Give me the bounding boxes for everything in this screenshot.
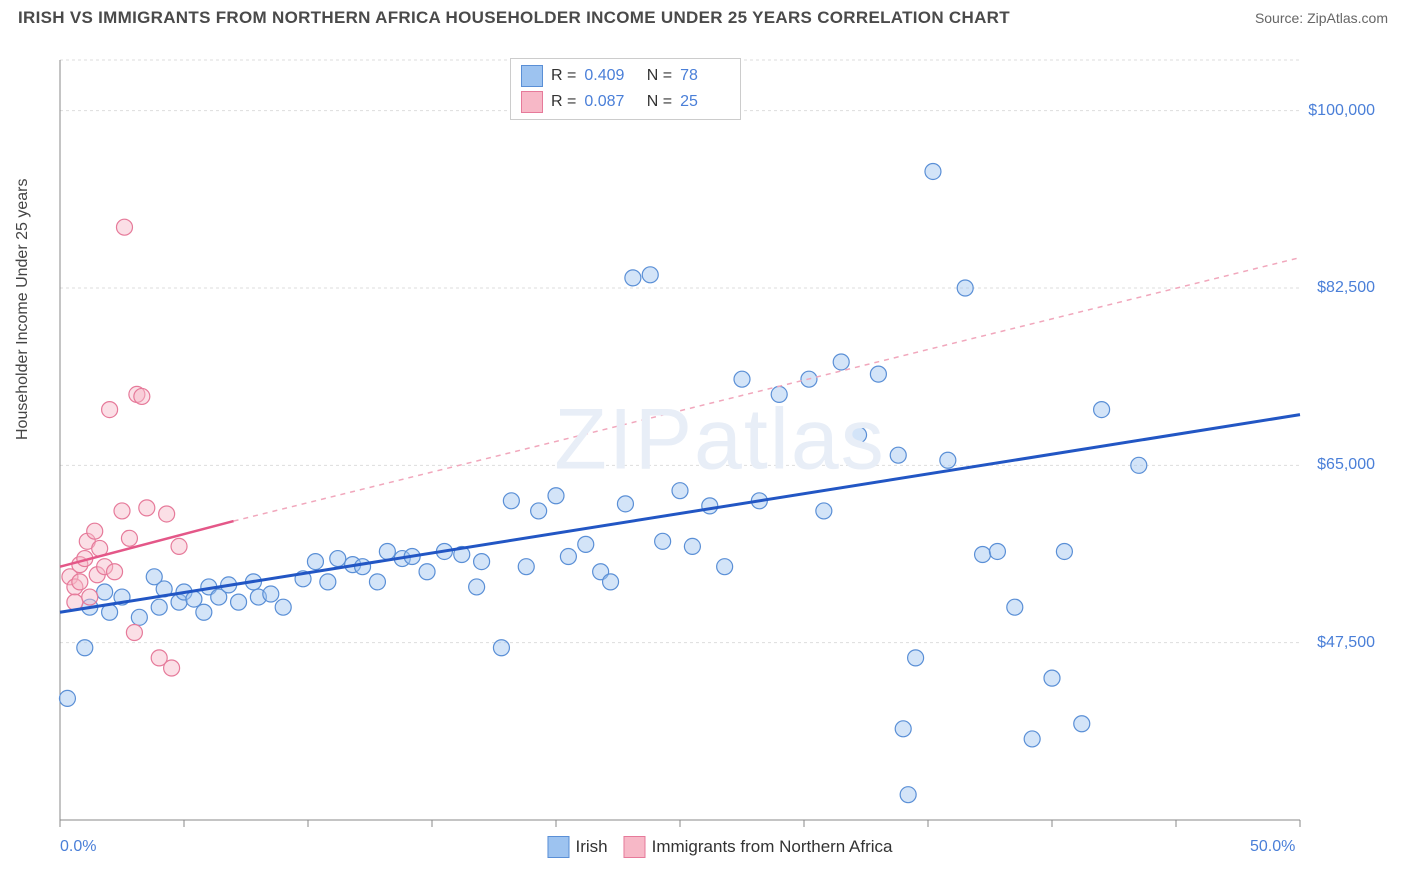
legend-label: Irish xyxy=(575,837,607,857)
legend-r-value: 0.087 xyxy=(584,93,634,111)
legend-n-value: 25 xyxy=(680,93,730,111)
y-tick-label: $82,500 xyxy=(1317,279,1375,297)
legend-n-value: 78 xyxy=(680,67,730,85)
y-axis-label: Householder Income Under 25 years xyxy=(14,179,32,440)
legend-row: R = 0.087 N = 25 xyxy=(521,89,730,115)
y-tick-label: $47,500 xyxy=(1317,634,1375,652)
legend-r-label: R = xyxy=(551,67,576,85)
series-legend: Irish Immigrants from Northern Africa xyxy=(547,836,892,858)
legend-n-label: N = xyxy=(642,93,672,111)
legend-swatch xyxy=(521,91,543,113)
legend-r-label: R = xyxy=(551,93,576,111)
x-tick-label: 50.0% xyxy=(1250,838,1295,856)
stats-legend: R = 0.409 N = 78 R = 0.087 N = 25 xyxy=(510,58,741,120)
chart-area: ZIPatlas $47,500$65,000$82,500$100,000 0… xyxy=(55,50,1385,830)
legend-swatch xyxy=(547,836,569,858)
legend-swatch xyxy=(624,836,646,858)
legend-n-label: N = xyxy=(642,67,672,85)
y-tick-label: $65,000 xyxy=(1317,456,1375,474)
source-label: Source: ZipAtlas.com xyxy=(1255,10,1388,26)
legend-swatch xyxy=(521,65,543,87)
x-tick-label: 0.0% xyxy=(60,838,96,856)
chart-title: IRISH VS IMMIGRANTS FROM NORTHERN AFRICA… xyxy=(18,8,1010,28)
scatter-plot-svg xyxy=(55,50,1385,830)
legend-item: Irish xyxy=(547,836,607,858)
legend-label: Immigrants from Northern Africa xyxy=(652,837,893,857)
header: IRISH VS IMMIGRANTS FROM NORTHERN AFRICA… xyxy=(0,0,1406,34)
legend-item: Immigrants from Northern Africa xyxy=(624,836,893,858)
legend-row: R = 0.409 N = 78 xyxy=(521,63,730,89)
y-tick-label: $100,000 xyxy=(1308,102,1375,120)
legend-r-value: 0.409 xyxy=(584,67,634,85)
